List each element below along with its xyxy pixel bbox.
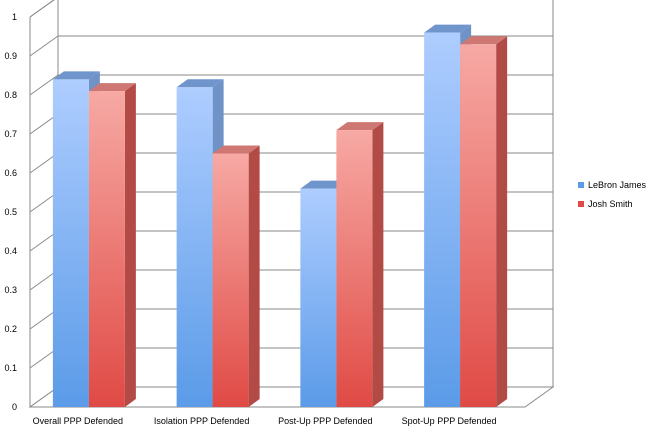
bar — [460, 44, 497, 408]
legend-label: Josh Smith — [588, 199, 633, 209]
y-tick-label: 0 — [12, 402, 17, 412]
y-tick-label: 0.7 — [4, 129, 17, 139]
bar-top — [88, 83, 136, 92]
bar-side — [372, 122, 384, 407]
y-tick-label: 1 — [12, 12, 17, 22]
bar-top — [52, 71, 100, 80]
bar-side — [124, 83, 136, 407]
legend-swatch — [578, 201, 584, 207]
bar-top — [212, 145, 260, 154]
bar-top — [460, 36, 508, 45]
x-category-label: Isolation PPP Defended — [154, 416, 249, 426]
gridline-side — [29, 35, 59, 57]
y-tick-label: 0.2 — [4, 324, 17, 334]
bar-top — [176, 79, 224, 88]
y-tick-label: 0.9 — [4, 51, 17, 61]
legend-swatch — [578, 182, 584, 188]
legend-label: LeBron James — [588, 180, 647, 190]
bar-top — [424, 24, 472, 33]
y-tick-label: 0.1 — [4, 363, 17, 373]
bar — [52, 79, 89, 408]
side-wall-edge — [29, 0, 55, 18]
bar — [88, 91, 125, 407]
gridline-side — [29, 74, 59, 96]
y-tick-label: 0.4 — [4, 246, 17, 256]
x-category-label: Spot-Up PPP Defended — [402, 416, 497, 426]
y-tick-label: 0.6 — [4, 168, 17, 178]
y-tick-label: 0.5 — [4, 207, 17, 217]
bar — [176, 87, 213, 407]
y-tick-label: 0.3 — [4, 285, 17, 295]
x-category-label: Overall PPP Defended — [33, 416, 123, 426]
bar — [424, 32, 461, 407]
bar-top — [300, 180, 348, 189]
bar-side — [248, 145, 260, 407]
bar — [300, 188, 337, 407]
y-tick-label: 0.8 — [4, 90, 17, 100]
bar-top — [336, 122, 384, 131]
bar — [336, 130, 373, 407]
bar — [212, 153, 249, 407]
x-category-label: Post-Up PPP Defended — [278, 416, 372, 426]
bar-side — [496, 36, 508, 408]
